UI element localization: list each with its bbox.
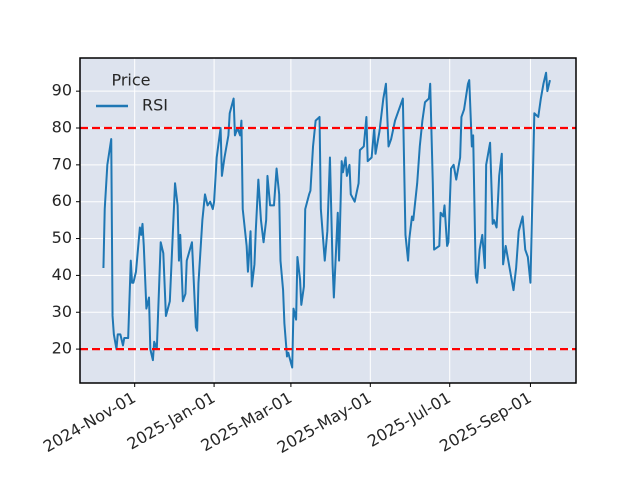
y-tick-label: 40	[52, 265, 72, 284]
x-tick-label: 2024-Nov-01	[40, 388, 139, 456]
y-tick-label: 50	[52, 228, 72, 247]
y-tick-label: 20	[52, 339, 72, 358]
legend-label: RSI	[142, 96, 168, 115]
plot-border	[79, 57, 577, 384]
y-tick-label: 70	[52, 154, 72, 173]
y-tick-label: 90	[52, 81, 72, 100]
rsi-line	[102, 71, 551, 369]
legend-title: Price	[111, 71, 150, 90]
y-tick-label: 30	[52, 302, 72, 321]
legend: RSI	[96, 96, 168, 115]
x-tick-label: 2025-Sep-01	[436, 388, 535, 456]
grid	[80, 58, 576, 383]
marks	[80, 71, 576, 369]
y-tick-label: 60	[52, 191, 72, 210]
y-tick-label: 80	[52, 118, 72, 137]
